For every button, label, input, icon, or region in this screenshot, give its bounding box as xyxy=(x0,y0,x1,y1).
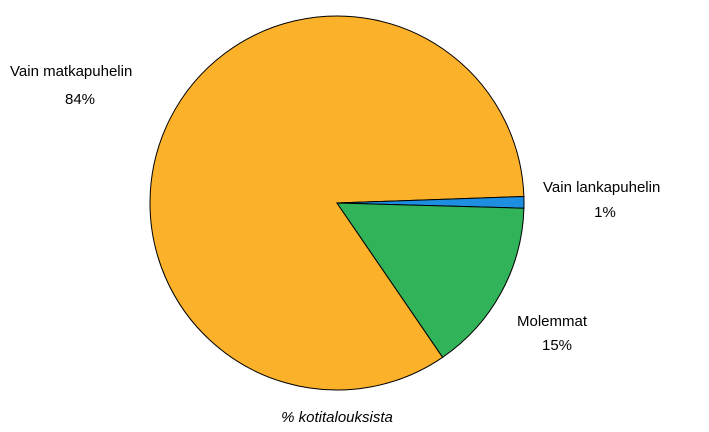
slice-label: Vain matkapuhelin xyxy=(10,63,132,80)
slice-value-label: 15% xyxy=(542,337,572,354)
slice-value-label: 84% xyxy=(65,91,95,108)
slice-value-label: 1% xyxy=(594,204,616,221)
slice-label: Molemmat xyxy=(517,313,588,330)
chart-subtitle: % kotitalouksista xyxy=(281,409,393,426)
pie-slice xyxy=(336,202,525,358)
slice-label: Vain lankapuhelin xyxy=(543,179,660,196)
